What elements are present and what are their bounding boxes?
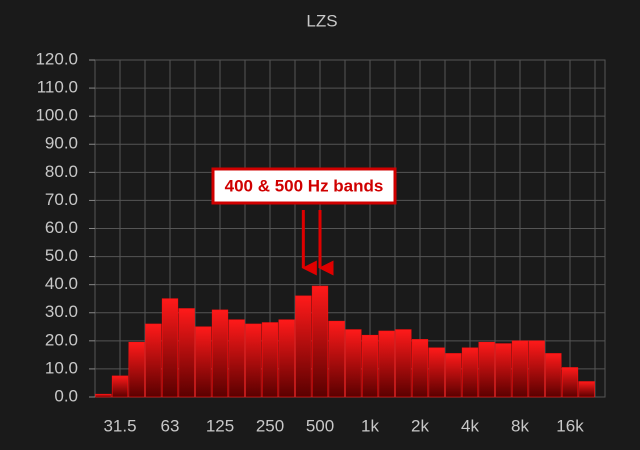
bar <box>361 334 379 398</box>
bar <box>261 322 279 398</box>
bar <box>245 323 262 398</box>
x-tick-label: 125 <box>206 416 234 435</box>
y-tick-label: 100.0 <box>35 106 78 125</box>
annotation: 400 & 500 Hz bands <box>225 176 384 195</box>
bar <box>545 353 562 398</box>
bar <box>461 347 479 398</box>
y-tick-label: 0.0 <box>54 386 78 405</box>
bar <box>495 343 512 398</box>
bar <box>528 340 545 398</box>
bar <box>445 353 462 398</box>
y-tick-label: 90.0 <box>45 134 78 153</box>
bar <box>511 340 529 398</box>
bar <box>295 295 312 398</box>
bar <box>178 308 195 398</box>
x-tick-label: 250 <box>256 416 284 435</box>
y-tick-label: 30.0 <box>45 302 78 321</box>
bar <box>128 341 145 398</box>
bar <box>378 330 395 398</box>
y-tick-label: 120.0 <box>35 49 78 68</box>
y-tick-label: 40.0 <box>45 274 78 293</box>
bar <box>111 375 129 398</box>
bar <box>145 323 162 398</box>
bar <box>395 329 412 398</box>
x-tick-label: 31.5 <box>103 416 136 435</box>
bar <box>478 341 495 398</box>
annotation-box <box>211 167 397 205</box>
y-tick-label: 20.0 <box>45 330 78 349</box>
y-tick-label: 50.0 <box>45 246 78 265</box>
bar <box>311 285 329 398</box>
bar <box>195 326 212 398</box>
x-tick-label: 2k <box>411 416 429 435</box>
bar <box>411 339 429 398</box>
bar <box>95 393 112 398</box>
bar <box>211 309 229 398</box>
y-tick-label: 60.0 <box>45 218 78 237</box>
bar <box>578 381 595 398</box>
x-tick-label: 63 <box>161 416 180 435</box>
x-tick-label: 500 <box>306 416 334 435</box>
bar <box>428 347 445 398</box>
x-tick-label: 4k <box>461 416 479 435</box>
bar <box>278 319 295 398</box>
bar <box>161 298 179 398</box>
y-tick-label: 80.0 <box>45 162 78 181</box>
bar <box>328 320 345 398</box>
x-tick-label: 8k <box>511 416 529 435</box>
bar <box>345 329 362 398</box>
bar <box>561 367 579 398</box>
x-tick-label: 16k <box>556 416 584 435</box>
bar <box>228 319 245 398</box>
x-tick-label: 1k <box>361 416 379 435</box>
chart-title: LZS <box>306 11 337 30</box>
y-tick-label: 10.0 <box>45 358 78 377</box>
y-tick-label: 110.0 <box>37 78 78 97</box>
y-tick-label: 70.0 <box>45 190 78 209</box>
